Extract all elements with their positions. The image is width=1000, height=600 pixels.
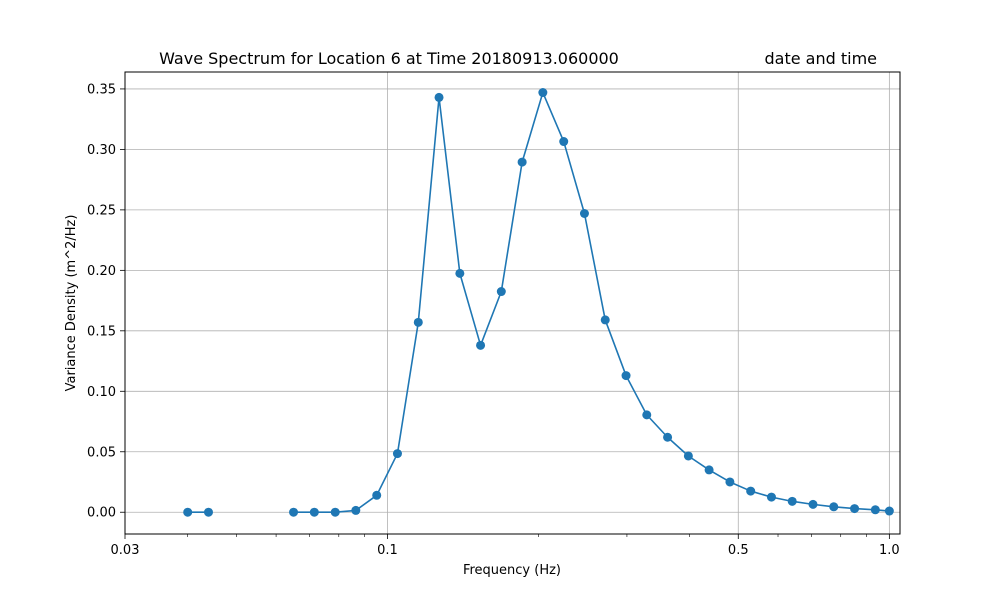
y-tick-label: 0.10 — [87, 385, 116, 400]
data-point — [746, 486, 756, 496]
data-point — [884, 506, 894, 516]
x-tick-label: 0.1 — [377, 543, 398, 558]
data-point — [559, 137, 569, 147]
data-point — [455, 268, 465, 278]
y-tick-label: 0.05 — [87, 445, 116, 460]
x-axis-ticks: 0.03 0.1 0.5 1.0 — [111, 534, 900, 558]
data-point — [351, 505, 361, 515]
data-point — [203, 507, 213, 517]
y-tick-label: 0.15 — [87, 324, 116, 339]
data-point — [538, 88, 548, 98]
data-point — [309, 507, 319, 517]
data-point — [392, 449, 402, 459]
data-point — [183, 507, 193, 517]
data-point — [289, 507, 299, 517]
data-point — [683, 451, 693, 461]
y-tick-label: 0.25 — [87, 203, 116, 218]
x-tick-label: 0.5 — [728, 543, 749, 558]
data-point — [870, 505, 880, 515]
data-point — [787, 496, 797, 506]
y-tick-label: 0.35 — [87, 82, 116, 97]
y-axis-label: Variance Density (m^2/Hz) — [64, 215, 79, 392]
data-point — [434, 92, 444, 102]
x-tick-label: 0.03 — [111, 543, 140, 558]
data-point — [330, 507, 340, 517]
y-tick-label: 0.00 — [87, 506, 116, 521]
data-point — [372, 490, 382, 500]
data-point — [413, 317, 423, 327]
data-point — [476, 340, 486, 350]
data-point — [642, 410, 652, 420]
chart-title: Wave Spectrum for Location 6 at Time 201… — [159, 49, 619, 68]
data-point — [663, 432, 673, 442]
y-tick-label: 0.20 — [87, 264, 116, 279]
data-point — [600, 315, 610, 325]
data-point — [621, 371, 631, 381]
data-point — [704, 465, 714, 475]
grid-lines — [124, 72, 900, 534]
chart-title-right: date and time — [765, 49, 878, 68]
y-axis-ticks: 0.00 0.05 0.10 0.15 0.20 0.25 0.30 0.35 — [87, 82, 125, 521]
x-axis-label: Frequency (Hz) — [463, 563, 561, 578]
data-point — [496, 287, 506, 297]
y-tick-label: 0.30 — [87, 143, 116, 158]
data-point — [725, 477, 735, 487]
plot-frame — [124, 71, 901, 535]
data-point — [829, 502, 839, 512]
data-series — [183, 88, 894, 517]
data-point — [579, 209, 589, 218]
data-point — [517, 157, 527, 167]
data-point — [850, 504, 860, 514]
data-point — [808, 499, 818, 509]
data-point — [766, 492, 776, 502]
x-tick-label: 1.0 — [879, 543, 900, 558]
